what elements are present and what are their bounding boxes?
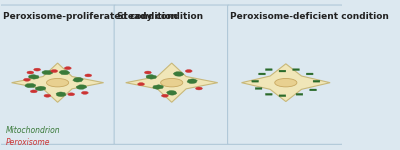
Polygon shape bbox=[35, 86, 46, 91]
Circle shape bbox=[24, 78, 30, 81]
FancyBboxPatch shape bbox=[293, 69, 300, 70]
FancyBboxPatch shape bbox=[114, 5, 229, 144]
Text: Peroxisome-deficient condition: Peroxisome-deficient condition bbox=[230, 12, 388, 21]
FancyBboxPatch shape bbox=[279, 95, 286, 97]
FancyBboxPatch shape bbox=[310, 89, 316, 91]
FancyBboxPatch shape bbox=[252, 80, 258, 82]
Polygon shape bbox=[56, 92, 66, 97]
Text: Peroxisome: Peroxisome bbox=[6, 138, 50, 147]
Polygon shape bbox=[25, 83, 36, 88]
Polygon shape bbox=[126, 63, 218, 102]
Polygon shape bbox=[187, 79, 197, 84]
Circle shape bbox=[162, 94, 168, 97]
Polygon shape bbox=[42, 70, 53, 75]
Circle shape bbox=[138, 83, 144, 86]
FancyBboxPatch shape bbox=[279, 70, 286, 72]
Circle shape bbox=[82, 91, 88, 94]
Polygon shape bbox=[73, 78, 83, 82]
Circle shape bbox=[34, 68, 40, 71]
Polygon shape bbox=[153, 85, 163, 89]
FancyBboxPatch shape bbox=[228, 5, 343, 144]
Circle shape bbox=[196, 87, 202, 90]
Polygon shape bbox=[59, 70, 70, 75]
Polygon shape bbox=[12, 63, 104, 102]
FancyBboxPatch shape bbox=[306, 73, 313, 75]
Ellipse shape bbox=[161, 78, 183, 87]
Polygon shape bbox=[76, 85, 87, 89]
Circle shape bbox=[185, 70, 192, 72]
Polygon shape bbox=[242, 64, 330, 102]
Circle shape bbox=[27, 71, 34, 74]
Polygon shape bbox=[173, 72, 184, 76]
Circle shape bbox=[68, 93, 75, 96]
Text: Peroxisome-proliferated condition: Peroxisome-proliferated condition bbox=[3, 12, 178, 21]
Text: Steady condition: Steady condition bbox=[117, 12, 203, 21]
FancyBboxPatch shape bbox=[313, 80, 320, 82]
FancyBboxPatch shape bbox=[296, 93, 303, 95]
Polygon shape bbox=[146, 75, 156, 79]
Ellipse shape bbox=[46, 78, 69, 87]
Circle shape bbox=[85, 74, 92, 77]
Circle shape bbox=[144, 71, 151, 74]
FancyBboxPatch shape bbox=[265, 93, 272, 95]
Circle shape bbox=[30, 90, 37, 93]
Polygon shape bbox=[28, 75, 39, 79]
Text: Mitochondrion: Mitochondrion bbox=[6, 126, 60, 135]
Circle shape bbox=[64, 67, 71, 70]
FancyBboxPatch shape bbox=[265, 69, 272, 70]
Ellipse shape bbox=[275, 78, 297, 87]
FancyBboxPatch shape bbox=[0, 5, 116, 144]
Circle shape bbox=[51, 70, 58, 72]
FancyBboxPatch shape bbox=[258, 73, 265, 75]
Polygon shape bbox=[166, 91, 177, 95]
Circle shape bbox=[44, 94, 51, 97]
FancyBboxPatch shape bbox=[255, 88, 262, 89]
